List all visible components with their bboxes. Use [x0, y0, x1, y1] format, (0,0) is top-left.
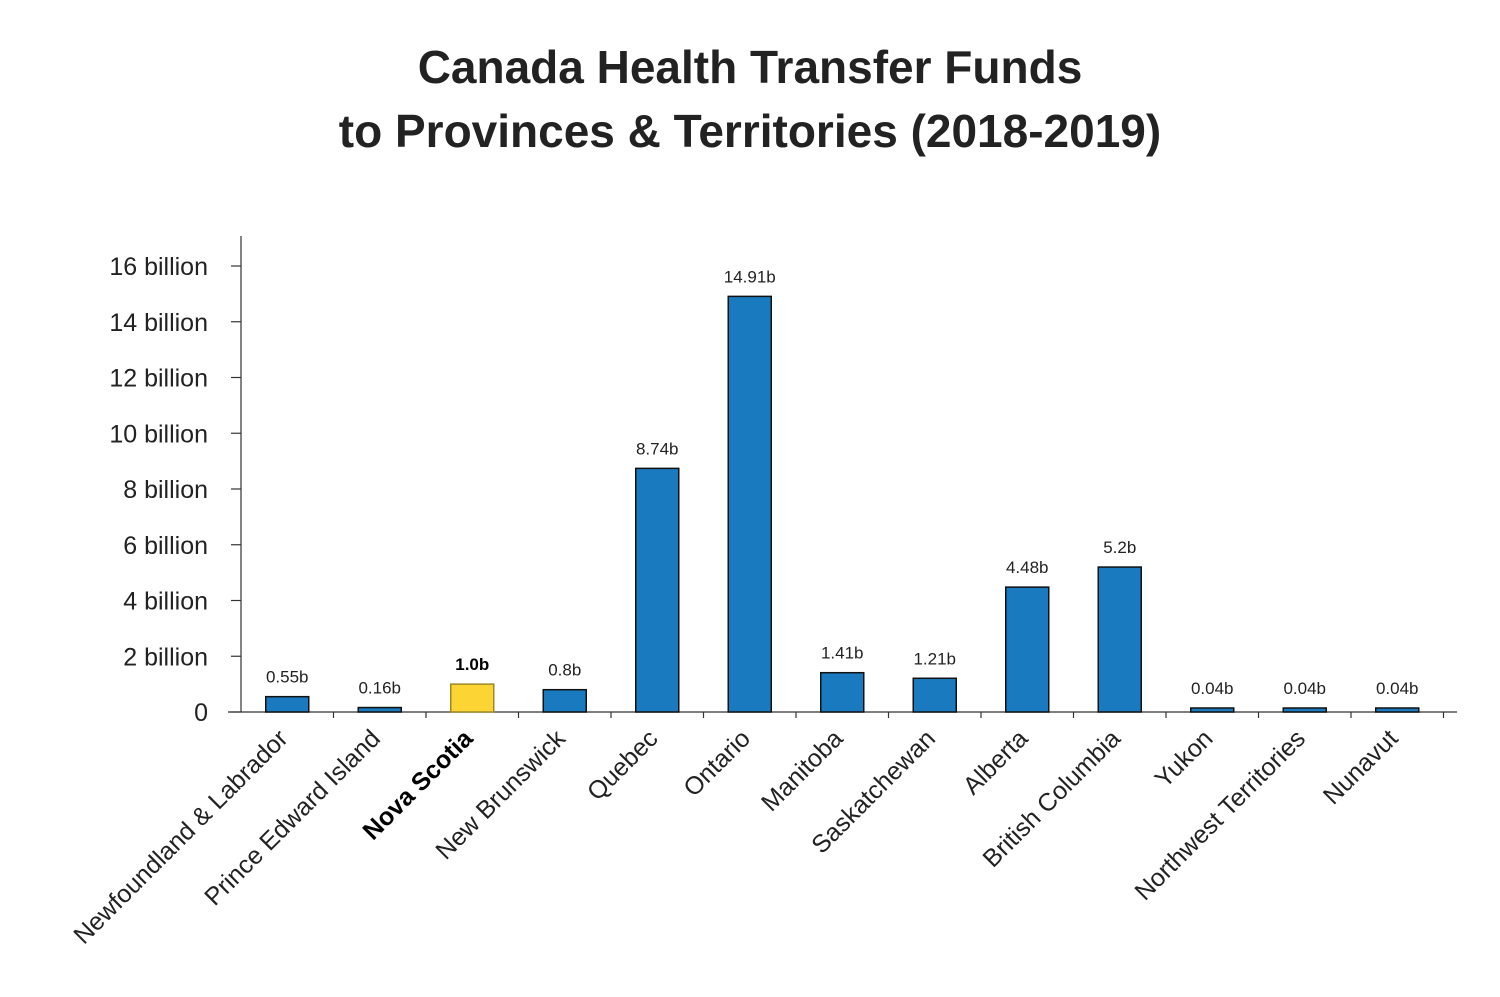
x-tick-label: Nunavut: [1318, 724, 1404, 810]
x-tick-label: Alberta: [958, 724, 1034, 800]
bar: [1190, 707, 1235, 713]
bar: [542, 688, 587, 713]
bar-value-label: 0.04b: [1283, 679, 1326, 698]
y-tick-label: 8 billion: [123, 476, 208, 504]
chart-title-line-1: Canada Health Transfer Funds: [417, 41, 1083, 93]
y-tick-label: 12 billion: [109, 365, 208, 393]
bar-value-label: 0.04b: [1376, 679, 1419, 698]
x-tick-label: Manitoba: [756, 724, 849, 817]
bar-value-label: 1.0b: [455, 655, 489, 674]
bar: [1005, 586, 1050, 713]
bar: [1282, 707, 1327, 713]
bar: [912, 677, 957, 713]
y-tick-label: 2 billion: [123, 643, 208, 671]
bar-value-label: 0.8b: [548, 661, 581, 680]
bar-value-label: 0.55b: [266, 668, 309, 687]
bar-value-label: 0.04b: [1191, 679, 1234, 698]
bar-value-label: 4.48b: [1006, 558, 1049, 577]
bar-value-label: 8.74b: [636, 439, 679, 458]
bar-value-label: 1.21b: [913, 649, 956, 668]
bar-value-label: 0.16b: [358, 679, 401, 698]
y-tick-label: 14 billion: [109, 309, 208, 337]
bar: [820, 671, 865, 713]
bar-value-label: 14.91b: [724, 267, 776, 286]
y-tick-label: 16 billion: [109, 253, 208, 281]
bar-value-label: 5.2b: [1103, 538, 1136, 557]
y-tick-label: 0: [194, 699, 208, 727]
bar-value-label: 1.41b: [821, 644, 864, 663]
bar: [265, 695, 310, 713]
y-tick-label: 10 billion: [109, 420, 208, 448]
bar: [727, 295, 772, 713]
x-tick-label: Ontario: [678, 724, 756, 802]
x-tick-label: Quebec: [582, 724, 664, 806]
bar: [357, 706, 402, 713]
chart-title-line-2: to Provinces & Territories (2018-2019): [338, 105, 1162, 157]
bar: [635, 467, 680, 713]
x-tick-label: Prince Edward Island: [199, 724, 386, 911]
bar: [1375, 707, 1420, 713]
bar: [1097, 566, 1142, 713]
y-tick-label: 6 billion: [123, 532, 208, 560]
x-tick-label: Northwest Territories: [1129, 724, 1311, 906]
x-tick-label: Yukon: [1150, 724, 1219, 793]
y-tick-label: 4 billion: [123, 588, 208, 616]
bar: [450, 683, 495, 713]
